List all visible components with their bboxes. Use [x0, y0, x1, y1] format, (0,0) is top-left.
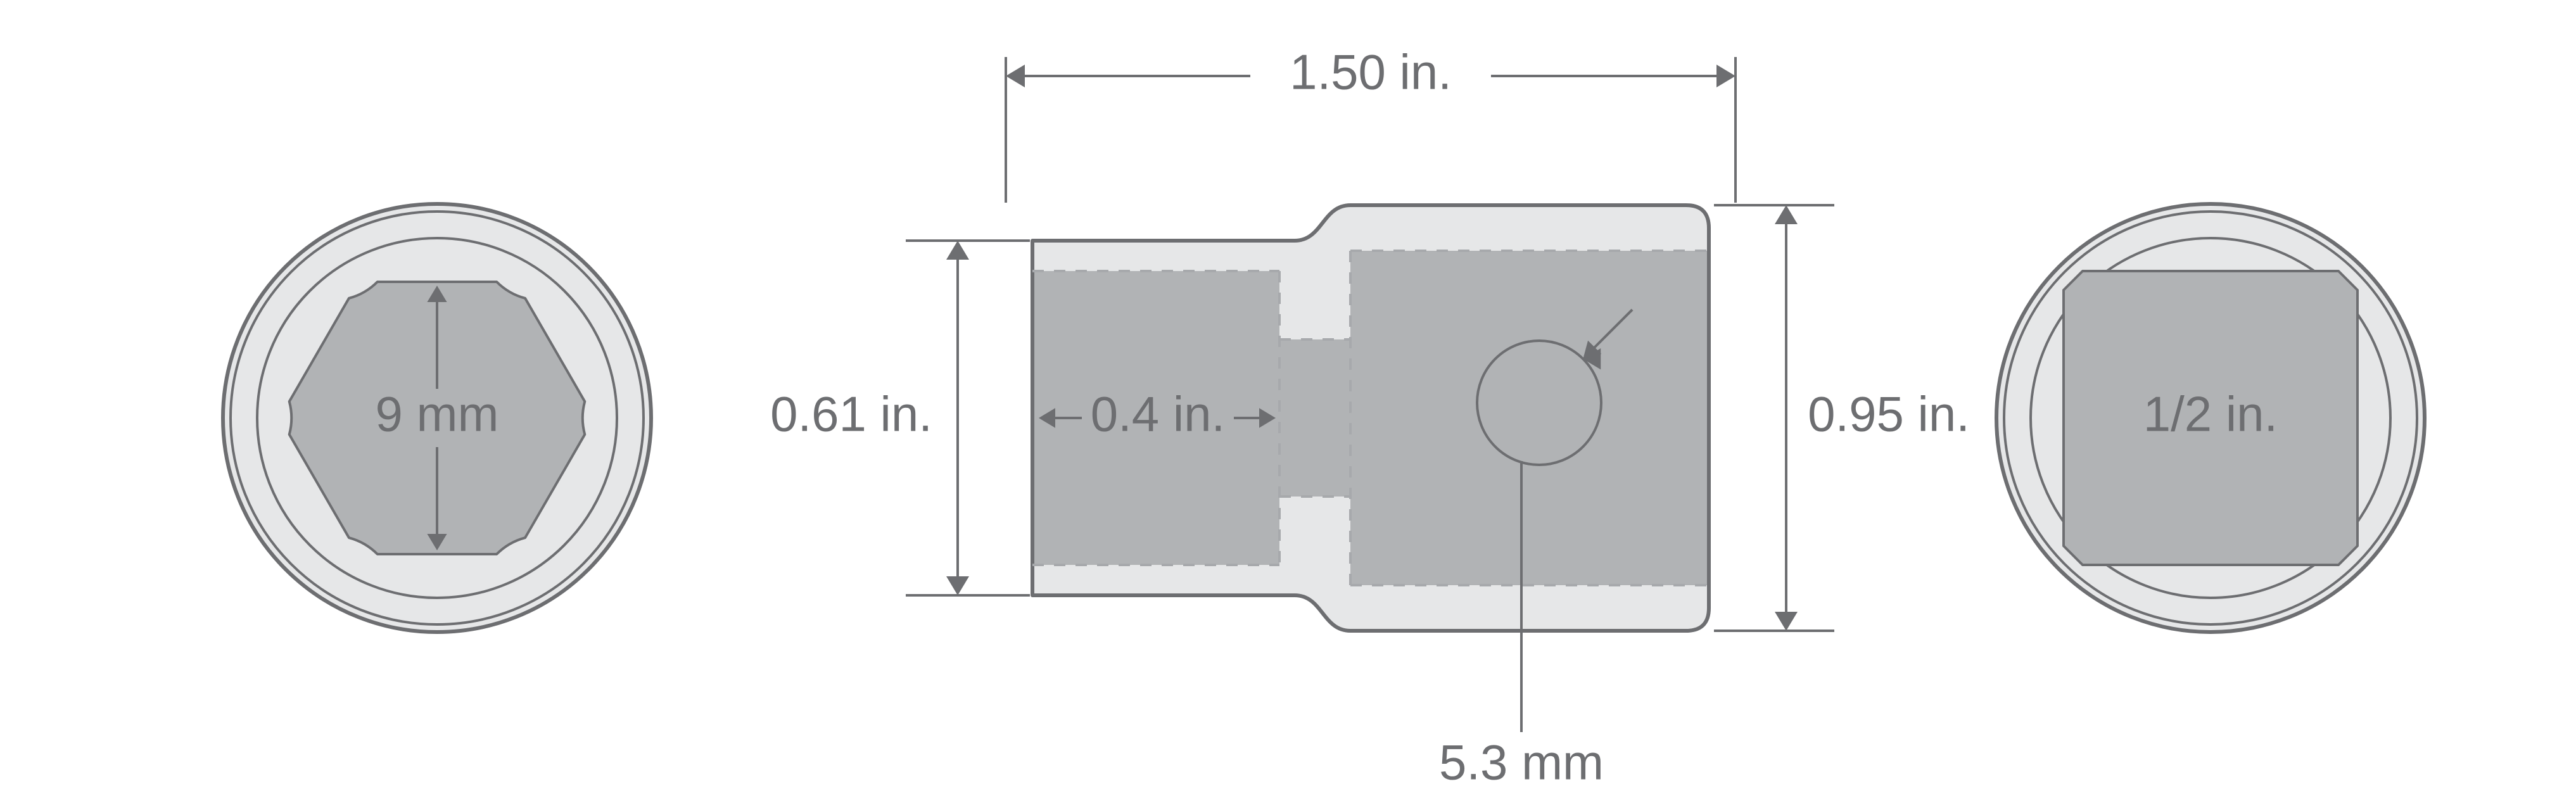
dim-body-height: 0.95 in. — [1808, 386, 1970, 442]
hex-size-label: 9 mm — [376, 386, 499, 442]
dim-detent: 5.3 mm — [1439, 735, 1604, 790]
dim-overall-length: 1.50 in. — [1290, 44, 1452, 100]
end-view-square: 1/2 in. — [1996, 204, 2425, 632]
end-view-hex: 9 mm — [223, 204, 651, 632]
dim-bore-depth: 0.4 in. — [1091, 386, 1225, 442]
dim-nose-height: 0.61 in. — [770, 386, 932, 442]
drive-size-label: 1/2 in. — [2143, 386, 2278, 442]
